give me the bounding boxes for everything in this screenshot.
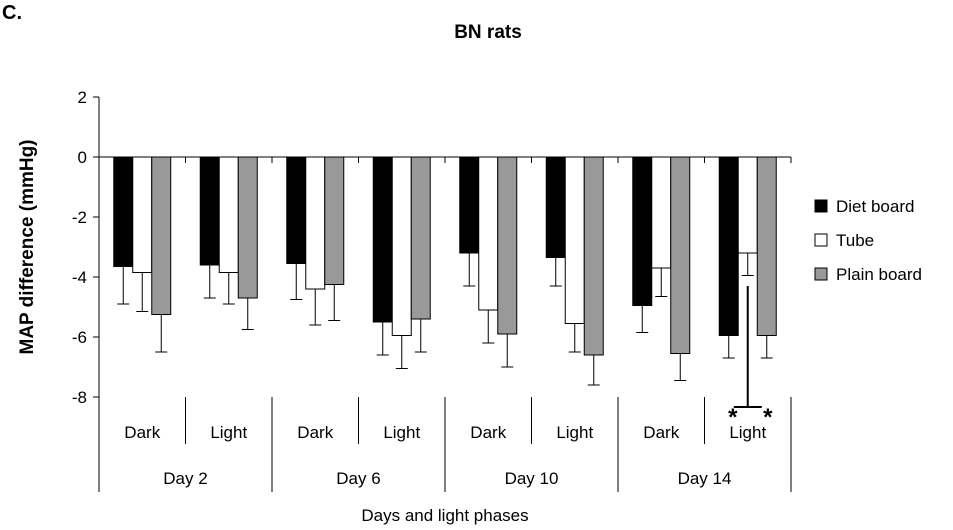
bar-diet-board [632, 156, 653, 306]
y-tick-label: -4 [72, 268, 87, 287]
bar-plain-board [151, 156, 172, 315]
day-label: Day 14 [678, 469, 732, 488]
day-label: Day 10 [505, 469, 559, 488]
y-tick-label: 2 [78, 88, 87, 107]
bar-tube [478, 156, 499, 311]
bar-diet-board [113, 156, 134, 267]
phase-label-dark: Dark [297, 423, 333, 442]
bar-diet-board [545, 156, 566, 258]
bar-tube [564, 156, 585, 324]
y-tick-label: 0 [78, 148, 87, 167]
y-tick-label: -2 [72, 208, 87, 227]
legend-swatch-plain-board [814, 267, 828, 281]
bar-plain-board [237, 156, 258, 299]
phase-label-light: Light [210, 423, 247, 442]
y-tick-label: -6 [72, 328, 87, 347]
bar-tube [737, 156, 758, 254]
bar-tube [305, 156, 326, 290]
panel-label: C. [2, 2, 22, 24]
bar-tube [132, 156, 153, 273]
x-axis-label: Days and light phases [361, 506, 528, 525]
bar-tube [651, 156, 672, 269]
y-axis-label: MAP difference (mmHg) [17, 139, 38, 354]
bar-tube [218, 156, 239, 273]
phase-label-light: Light [556, 423, 593, 442]
chart-title: BN rats [454, 22, 522, 43]
legend-swatch-tube [814, 233, 828, 247]
bar-tube [391, 156, 412, 336]
bar-plain-board [324, 156, 345, 285]
bar-diet-board [718, 156, 739, 336]
bar-plain-board [756, 156, 777, 336]
legend-label-tube: Tube [836, 231, 874, 250]
bar-diet-board [372, 156, 393, 323]
legend-label-plain-board: Plain board [836, 265, 922, 284]
phase-label-dark: Dark [124, 423, 160, 442]
significance-marker: * [763, 404, 773, 431]
phase-label-light: Light [729, 423, 766, 442]
bar-diet-board [286, 156, 307, 264]
bar-plain-board [410, 156, 431, 320]
legend-swatch-diet-board [814, 199, 828, 213]
bar-diet-board [459, 156, 480, 254]
significance-marker: * [728, 404, 738, 431]
bar-plain-board [670, 156, 691, 354]
bar-diet-board [199, 156, 220, 266]
day-label: Day 2 [163, 469, 207, 488]
bar-plain-board [583, 156, 604, 356]
phase-label-dark: Dark [643, 423, 679, 442]
bar-plain-board [497, 156, 518, 335]
y-tick-label: -8 [72, 388, 87, 407]
phase-label-light: Light [383, 423, 420, 442]
day-label: Day 6 [336, 469, 380, 488]
phase-label-dark: Dark [470, 423, 506, 442]
legend-label-diet-board: Diet board [836, 197, 914, 216]
